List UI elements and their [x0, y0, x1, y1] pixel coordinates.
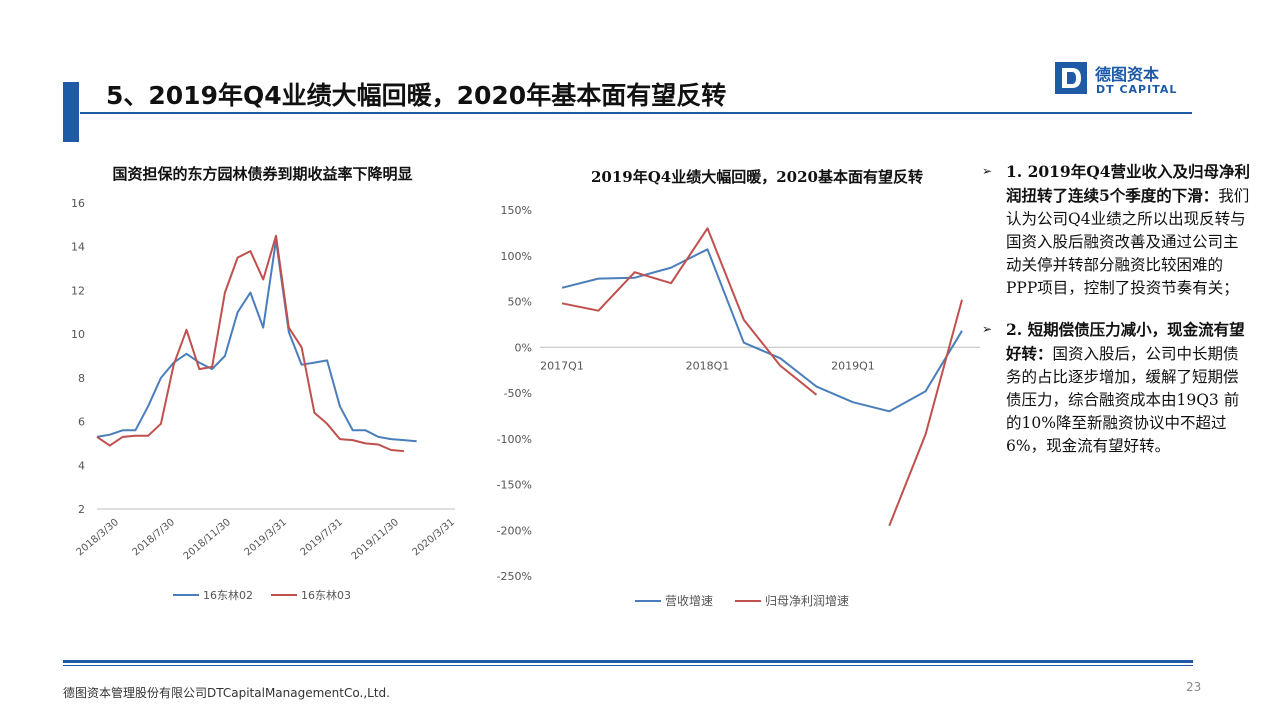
bullet-1-body: 我们认为公司Q4业绩之所以出现反转与国资入股后融资改善及通过公司主动关停并转部分… [1006, 187, 1250, 297]
footer-rule-thin [63, 665, 1193, 666]
y-tick-label: 50% [508, 296, 532, 309]
y-tick-label: 0% [515, 341, 532, 354]
legend-label-2: 16东林03 [301, 588, 351, 602]
logo-text-cn: 德图资本 [1095, 65, 1160, 84]
y-tick-label: 16 [71, 197, 85, 210]
bullet-2-body: 国资入股后，公司中长期债务的占比逐步增加，缓解了短期偿债压力，综合融资成本由19… [1006, 345, 1240, 455]
page-title: 5、2019年Q4业绩大幅回暖，2020年基本面有望反转 [106, 81, 727, 110]
y-tick-label: -250% [497, 570, 532, 583]
y-tick-label: 4 [78, 459, 85, 472]
footer-rule [63, 660, 1193, 663]
bullet-list: ➢ 1. 2019年Q4营业收入及归母净利润扭转了连续5个季度的下滑：我们认为公… [982, 160, 1252, 476]
legend-label-1: 16东林02 [203, 588, 253, 602]
x-tick-label: 2018Q1 [686, 359, 730, 372]
bullet-2-heading: 2. 短期偿债压力减小，现金流有望好转： [1006, 320, 1245, 363]
logo-mark-icon [1055, 62, 1087, 94]
y-tick-label: -150% [497, 479, 532, 492]
y-tick-label: 8 [78, 372, 85, 385]
series-line-2-segment-2 [888, 299, 963, 527]
y-tick-label: 100% [501, 250, 532, 263]
series-line-2 [96, 234, 404, 453]
x-tick-label: 2018/11/30 [182, 517, 233, 562]
bond-yield-chart: 2 4 6 8 10 12 14 16 2018/3/30 2018/7/30 2018/11/30… [71, 197, 457, 602]
x-tick-label: 2019/11/30 [350, 517, 401, 562]
y-tick-label: -200% [497, 524, 532, 537]
y-tick-label: 10 [71, 328, 85, 341]
bullet-item-1: ➢ 1. 2019年Q4营业收入及归母净利润扭转了连续5个季度的下滑：我们认为公… [982, 160, 1252, 300]
bullet-1-heading: 1. 2019年Q4营业收入及归母净利润扭转了连续5个季度的下滑： [1006, 162, 1251, 205]
series-line-1 [561, 248, 963, 413]
x-tick-label: 2019/3/31 [243, 517, 289, 558]
y-tick-label: 6 [78, 416, 85, 429]
legend-label-2: 归母净利润增速 [765, 594, 849, 608]
x-tick-label: 2020/3/31 [411, 517, 457, 558]
x-tick-label: 2019Q1 [831, 359, 875, 372]
y-tick-label: 14 [71, 241, 85, 254]
chart1-title: 国资担保的东方园林债券到期收益率下降明显 [112, 165, 413, 183]
title-accent-bar [63, 82, 79, 142]
series-line-1 [96, 239, 417, 443]
y-tick-label: 2 [78, 503, 85, 516]
arrow-bullet-icon: ➢ [982, 322, 993, 336]
growth-chart: 150% 100% 50% 0% -50% -100% -150% -200% -250% 201… [497, 204, 980, 608]
company-logo: 德图资本 DT CAPITAL [1055, 62, 1195, 100]
x-tick-label: 2017Q1 [540, 359, 584, 372]
title-underline [80, 112, 1192, 114]
arrow-bullet-icon: ➢ [982, 164, 993, 178]
y-tick-label: -50% [504, 387, 532, 400]
logo-text-en: DT CAPITAL [1096, 83, 1178, 96]
chart2-title: 2019年Q4业绩大幅回暖，2020基本面有望反转 [590, 168, 923, 186]
y-tick-label: 150% [501, 204, 532, 217]
y-tick-label: 12 [71, 284, 85, 297]
series-line-2-segment-1 [561, 227, 818, 396]
footer-company: 德图资本管理股份有限公司DTCapitalManagementCo.,Ltd. [63, 686, 390, 700]
y-tick-label: -100% [497, 433, 532, 446]
page-number: 23 [1186, 680, 1202, 694]
x-tick-label: 2018/7/30 [131, 517, 177, 558]
x-tick-label: 2018/3/30 [75, 517, 121, 558]
x-tick-label: 2019/7/31 [299, 517, 345, 558]
bullet-item-2: ➢ 2. 短期偿债压力减小，现金流有望好转：国资入股后，公司中长期债务的占比逐步… [982, 318, 1252, 458]
legend-label-1: 营收增速 [665, 594, 713, 608]
